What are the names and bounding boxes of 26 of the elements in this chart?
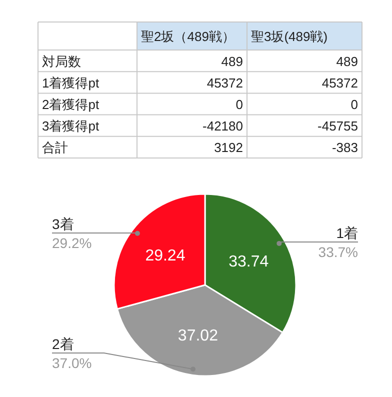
category-label: 聖2坂（489戦） <box>141 29 235 44</box>
text: 37.0% <box>52 355 92 371</box>
slice-label: 2着 <box>52 336 74 352</box>
text: 29.2% <box>52 235 92 251</box>
text: 0 <box>236 97 243 112</box>
category-label: 1着獲得pt <box>42 75 100 90</box>
text: 3192 <box>214 140 243 156</box>
text: 33.7% <box>318 244 358 260</box>
text: 489 <box>336 54 358 69</box>
data-label: 29.24 <box>145 248 186 265</box>
data-label: 37.02 <box>178 328 218 345</box>
category-label: 対局数 <box>42 54 81 69</box>
text: 45372 <box>206 75 243 90</box>
category-label: 2着獲得pt <box>42 97 100 112</box>
text: 45372 <box>322 75 358 90</box>
text: -383 <box>332 140 358 156</box>
category-label: 聖3坂(489戦) <box>251 29 328 44</box>
slice-label: 3着 <box>52 216 74 232</box>
text: 0 <box>350 97 358 112</box>
text: -42180 <box>202 118 243 134</box>
category-label: 合計 <box>42 140 68 156</box>
category-label: 3着獲得pt <box>42 118 100 134</box>
slice-label: 1着 <box>336 225 358 241</box>
text: -45755 <box>318 118 358 134</box>
text: 489 <box>221 54 243 69</box>
data-label: 33.74 <box>228 254 269 271</box>
